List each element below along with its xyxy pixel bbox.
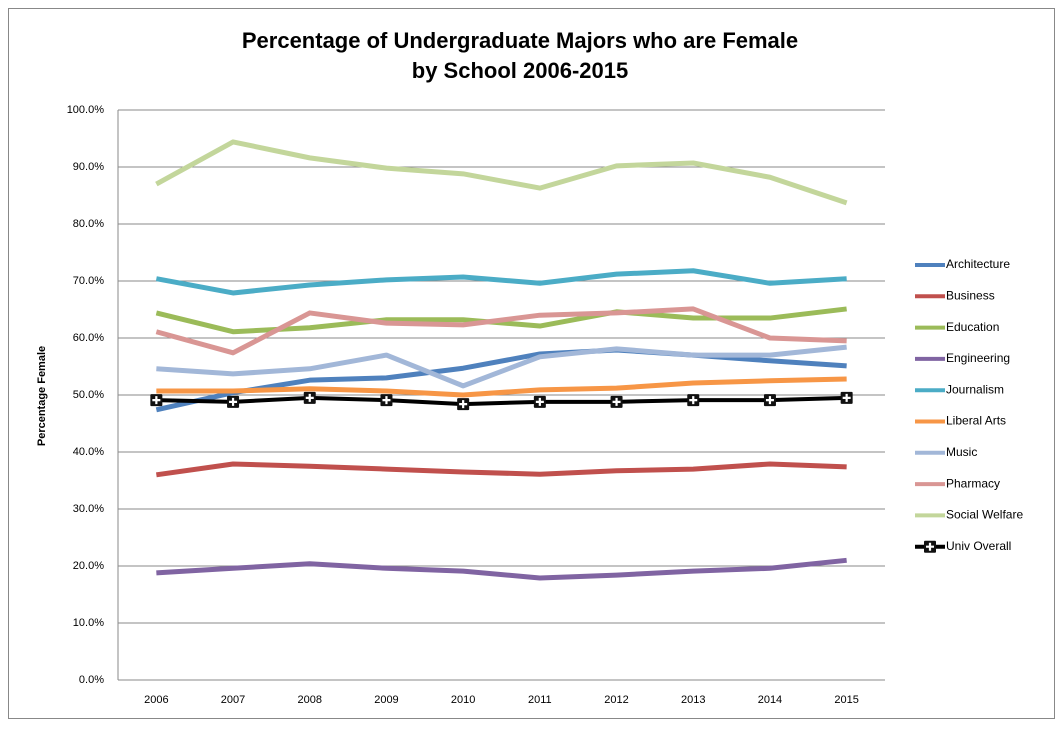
x-tick-label: 2011 bbox=[528, 694, 552, 706]
legend-label: Education bbox=[946, 320, 999, 334]
y-tick-label: 30.0% bbox=[73, 503, 104, 515]
x-tick-label: 2009 bbox=[374, 694, 398, 706]
y-tick-label: 10.0% bbox=[73, 617, 104, 629]
y-tick-label: 40.0% bbox=[73, 446, 104, 458]
chart-title: by School 2006-2015 bbox=[412, 58, 628, 83]
legend-label: Music bbox=[946, 445, 977, 459]
legend-label: Engineering bbox=[946, 351, 1010, 365]
legend-label: Social Welfare bbox=[946, 508, 1023, 522]
series-marker bbox=[840, 391, 853, 404]
x-tick-label: 2007 bbox=[221, 694, 245, 706]
series-marker bbox=[457, 398, 470, 411]
y-tick-label: 100.0% bbox=[67, 104, 105, 116]
series-marker bbox=[227, 395, 240, 408]
y-tick-label: 90.0% bbox=[73, 161, 104, 173]
y-axis-label: Percentage Female bbox=[36, 346, 48, 446]
y-tick-label: 20.0% bbox=[73, 560, 104, 572]
series-marker bbox=[610, 395, 623, 408]
x-tick-label: 2012 bbox=[604, 694, 628, 706]
y-tick-label: 0.0% bbox=[79, 674, 104, 686]
series-line bbox=[156, 557, 847, 581]
y-tick-label: 80.0% bbox=[73, 218, 104, 230]
legend-label: Univ Overall bbox=[946, 539, 1011, 553]
series-marker bbox=[380, 394, 393, 407]
series-line bbox=[155, 268, 847, 296]
series-line bbox=[156, 344, 847, 389]
x-tick-label: 2008 bbox=[298, 694, 322, 706]
chart-title: Percentage of Undergraduate Majors who a… bbox=[242, 28, 798, 53]
legend-marker bbox=[924, 540, 936, 553]
series-line bbox=[155, 306, 847, 335]
series-marker bbox=[533, 395, 546, 408]
legend-label: Business bbox=[946, 288, 995, 302]
y-tick-label: 70.0% bbox=[73, 275, 104, 287]
series-line bbox=[155, 347, 847, 413]
series-marker bbox=[687, 394, 700, 407]
series-marker bbox=[303, 391, 316, 404]
x-tick-label: 2015 bbox=[834, 694, 858, 706]
chart-border bbox=[8, 8, 1055, 719]
series-line bbox=[155, 306, 847, 356]
x-tick-label: 2010 bbox=[451, 694, 475, 706]
series-marker bbox=[763, 394, 776, 407]
series-line bbox=[156, 376, 847, 398]
y-tick-label: 60.0% bbox=[73, 332, 104, 344]
legend-label: Journalism bbox=[946, 382, 1004, 396]
series-line bbox=[156, 395, 847, 407]
y-tick-label: 50.0% bbox=[73, 389, 104, 401]
x-tick-label: 2013 bbox=[681, 694, 705, 706]
x-tick-label: 2006 bbox=[144, 694, 168, 706]
series-line bbox=[156, 461, 847, 478]
series-line bbox=[155, 139, 848, 206]
legend-label: Pharmacy bbox=[946, 476, 1000, 490]
legend-label: Architecture bbox=[946, 257, 1010, 271]
x-tick-label: 2014 bbox=[758, 694, 782, 706]
series-marker bbox=[150, 394, 163, 407]
legend-label: Liberal Arts bbox=[946, 414, 1006, 428]
